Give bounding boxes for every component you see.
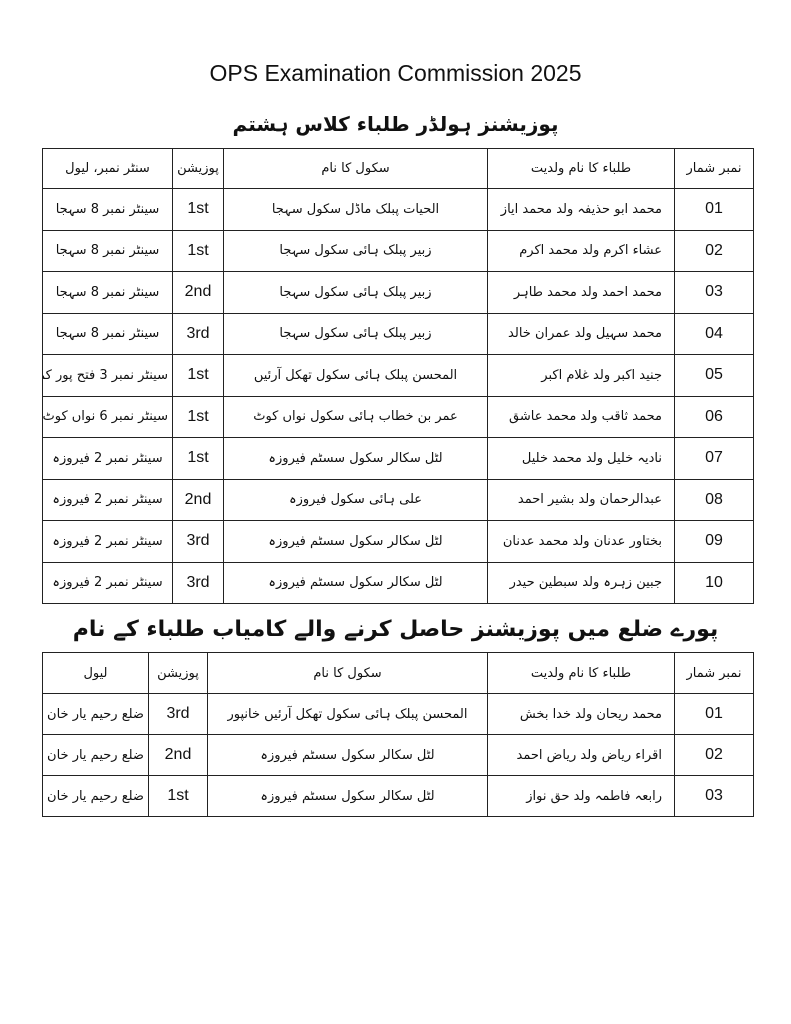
section2-heading: پورے ضلع میں پوزیشنز حاصل کرنے والے کامی…	[72, 617, 719, 642]
school-cell: المحسن پبلک ہائی سکول تھکل آرئیں خانپور	[207, 693, 488, 735]
header-student-name: طلباء کا نام ولدیت	[487, 652, 675, 694]
serial-cell: 05	[674, 354, 754, 397]
student-name-cell: محمد سہیل ولد عمران خالد	[487, 312, 675, 355]
serial-cell: 10	[674, 561, 754, 604]
serial-cell: 02	[674, 229, 754, 272]
student-name-cell: عبدالرحمان ولد بشیر احمد	[487, 478, 675, 521]
header-position: پوزیشن	[172, 148, 224, 189]
center-cell: سینٹر نمبر 2 فیروزہ	[42, 561, 173, 604]
position-cell: 3rd	[148, 693, 208, 735]
table-row: 02 عشاء اکرم ولد محمد اکرم زبیر پبلک ہائی …	[42, 229, 754, 272]
header-school: سکول کا نام	[223, 148, 488, 189]
table-header-row: نمبر شمار طلباء کا نام ولدیت سکول کا نام…	[42, 652, 754, 694]
table-row: 02 اقراء ریاض ولد ریاض احمد لٹل سکالر سکول…	[42, 734, 754, 776]
position-cell: 1st	[172, 437, 224, 480]
serial-cell: 01	[674, 188, 754, 231]
student-name-cell: بختاور عدنان ولد محمد عدنان	[487, 520, 675, 563]
student-name-cell: رابعہ فاطمہ ولد حق نواز	[487, 775, 675, 817]
school-cell: المحسن پبلک ہائی سکول تھکل آرئیں	[223, 354, 488, 397]
school-cell: زبیر پبلک ہائی سکول سہجا	[223, 229, 488, 272]
school-cell: علی ہائی سکول فیروزہ	[223, 478, 488, 521]
position-cell: 1st	[172, 229, 224, 272]
school-cell: لٹل سکالر سکول سسٹم فیروزہ	[207, 734, 488, 776]
center-cell: سینٹر نمبر 8 سہجا	[42, 229, 173, 272]
center-cell: سینٹر نمبر 8 سہجا	[42, 312, 173, 355]
level-cell: ضلع رحیم یار خان	[42, 734, 149, 776]
student-name-cell: عشاء اکرم ولد محمد اکرم	[487, 229, 675, 272]
header-level: لیول	[42, 652, 149, 694]
table-row: 08 عبدالرحمان ولد بشیر احمد علی ہائی سکول …	[42, 478, 754, 521]
position-cell: 1st	[172, 354, 224, 397]
serial-cell: 09	[674, 520, 754, 563]
table-row: 03 رابعہ فاطمہ ولد حق نواز لٹل سکالر سکول …	[42, 775, 754, 817]
table-row: 01 محمد ریحان ولد خدا بخش المحسن پبلک ہائی…	[42, 693, 754, 735]
header-position: پوزیشن	[148, 652, 208, 694]
position-cell: 2nd	[172, 478, 224, 521]
student-name-cell: اقراء ریاض ولد ریاض احمد	[487, 734, 675, 776]
table-row: 06 محمد ثاقب ولد محمد عاشق عمر بن خطاب ہائ…	[42, 395, 754, 438]
position-cell: 3rd	[172, 561, 224, 604]
position-cell: 3rd	[172, 520, 224, 563]
table-row: 07 نادیہ خلیل ولد محمد خلیل لٹل سکالر سکول…	[42, 437, 754, 480]
center-cell: سینٹر نمبر 8 سہجا	[42, 271, 173, 314]
student-name-cell: جبین زہرہ ولد سبطین حیدر	[487, 561, 675, 604]
school-cell: الحیات پبلک ماڈل سکول سہجا	[223, 188, 488, 231]
serial-cell: 01	[674, 693, 754, 735]
school-cell: عمر بن خطاب ہائی سکول نواں کوٹ	[223, 395, 488, 438]
school-cell: لٹل سکالر سکول سسٹم فیروزہ	[223, 437, 488, 480]
table-row: 05 جنید اکبر ولد غلام اکبر المحسن پبلک ہائ…	[42, 354, 754, 397]
student-name-cell: محمد ثاقب ولد محمد عاشق	[487, 395, 675, 438]
position-cell: 1st	[148, 775, 208, 817]
serial-cell: 08	[674, 478, 754, 521]
position-cell: 1st	[172, 395, 224, 438]
position-cell: 2nd	[172, 271, 224, 314]
table-header-row: نمبر شمار طلباء کا نام ولدیت سکول کا نام…	[42, 148, 754, 189]
student-name-cell: نادیہ خلیل ولد محمد خلیل	[487, 437, 675, 480]
district-position-holders-table: نمبر شمار طلباء کا نام ولدیت سکول کا نام…	[42, 652, 754, 817]
school-cell: زبیر پبلک ہائی سکول سہجا	[223, 271, 488, 314]
school-cell: لٹل سکالر سکول سسٹم فیروزہ	[223, 520, 488, 563]
table-row: 01 محمد ابو حذیفہ ولد محمد ایاز الحیات پبل…	[42, 188, 754, 231]
header-student-name: طلباء کا نام ولدیت	[487, 148, 675, 189]
center-cell: سینٹر نمبر 2 فیروزہ	[42, 478, 173, 521]
student-name-cell: محمد ابو حذیفہ ولد محمد ایاز	[487, 188, 675, 231]
header-serial: نمبر شمار	[674, 652, 754, 694]
school-cell: لٹل سکالر سکول سسٹم فیروزہ	[223, 561, 488, 604]
school-cell: لٹل سکالر سکول سسٹم فیروزہ	[207, 775, 488, 817]
position-cell: 1st	[172, 188, 224, 231]
center-cell: سینٹر نمبر 6 نواں کوٹ	[42, 395, 173, 438]
center-cell: سینٹر نمبر 2 فیروزہ	[42, 520, 173, 563]
table-row: 03 محمد احمد ولد محمد طاہر زبیر پبلک ہائی …	[42, 271, 754, 314]
student-name-cell: جنید اکبر ولد غلام اکبر	[487, 354, 675, 397]
serial-cell: 02	[674, 734, 754, 776]
school-cell: زبیر پبلک ہائی سکول سہجا	[223, 312, 488, 355]
position-cell: 2nd	[148, 734, 208, 776]
header-center: سنٹر نمبر، لیول	[42, 148, 173, 189]
serial-cell: 03	[674, 271, 754, 314]
student-name-cell: محمد ریحان ولد خدا بخش	[487, 693, 675, 735]
level-cell: ضلع رحیم یار خان	[42, 775, 149, 817]
center-cell: سینٹر نمبر 8 سہجا	[42, 188, 173, 231]
center-cell: سینٹر نمبر 3 فتح پور کمال	[42, 354, 173, 397]
serial-cell: 04	[674, 312, 754, 355]
student-name-cell: محمد احمد ولد محمد طاہر	[487, 271, 675, 314]
position-cell: 3rd	[172, 312, 224, 355]
document-title: OPS Examination Commission 2025	[209, 60, 582, 86]
level-cell: ضلع رحیم یار خان	[42, 693, 149, 735]
center-cell: سینٹر نمبر 2 فیروزہ	[42, 437, 173, 480]
table-row: 09 بختاور عدنان ولد محمد عدنان لٹل سکالر س…	[42, 520, 754, 563]
serial-cell: 03	[674, 775, 754, 817]
table-row: 04 محمد سہیل ولد عمران خالد زبیر پبلک ہائی…	[42, 312, 754, 355]
header-school: سکول کا نام	[207, 652, 488, 694]
serial-cell: 07	[674, 437, 754, 480]
table-row: 10 جبین زہرہ ولد سبطین حیدر لٹل سکالر سکول…	[42, 561, 754, 604]
serial-cell: 06	[674, 395, 754, 438]
header-serial: نمبر شمار	[674, 148, 754, 189]
class8-position-holders-table: نمبر شمار طلباء کا نام ولدیت سکول کا نام…	[42, 148, 754, 604]
section1-heading: پوزیشنز ہولڈر طلباء کلاس ہشتم	[232, 112, 559, 136]
